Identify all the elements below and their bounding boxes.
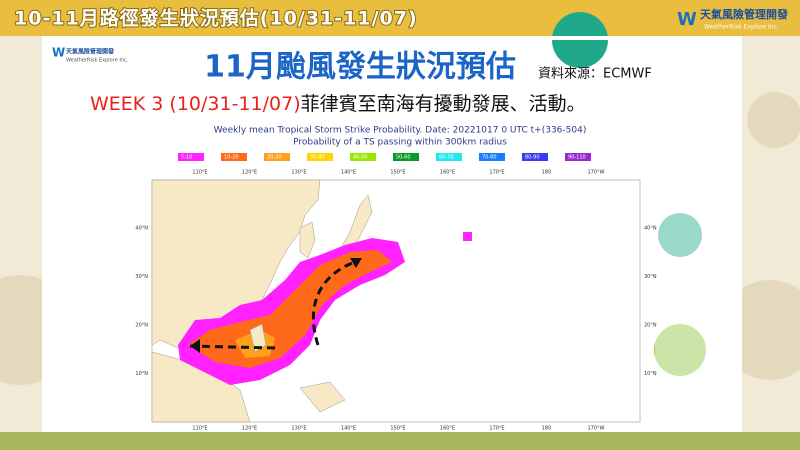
lon-label: 110°E — [192, 170, 207, 176]
decor — [655, 180, 742, 430]
lon-label: 160°E — [440, 426, 455, 432]
legend-swatch — [221, 153, 247, 161]
legend-swatch — [307, 153, 333, 161]
map — [151, 179, 641, 423]
lon-label: 130°E — [291, 426, 306, 432]
legend-swatch — [522, 153, 548, 161]
header-logo-subtitle: WeatherRisk Explore Inc. — [704, 24, 779, 31]
lon-label: 170°W — [588, 170, 605, 176]
lon-label: 120°E — [242, 426, 257, 432]
map-subtitle: Probability of a TS passing within 300km… — [293, 138, 507, 148]
week-label: WEEK 3 (10/31-11/07) — [90, 93, 301, 115]
slide-logo-subtitle: WeatherRisk Explore Inc. — [66, 58, 129, 64]
legend-label: 20-30 — [267, 155, 282, 161]
legend-swatch — [350, 153, 376, 161]
lat-label: 10°N — [644, 371, 657, 377]
legend-label: 10-20 — [224, 155, 239, 161]
legend-swatch — [264, 153, 290, 161]
week-text: 菲律賓至南海有擾動發展、活動。 — [301, 93, 586, 115]
header-bar — [0, 0, 800, 36]
lat-label: 40°N — [644, 226, 657, 232]
axis-labels: 110°E 110°E 120°E 120°E 130°E 130°E 140°E 140°E… — [135, 170, 656, 432]
lat-label: 20°N — [135, 323, 148, 329]
legend-swatch — [565, 153, 591, 161]
slide-logo-mark: W — [52, 46, 65, 60]
legend-swatch — [178, 153, 204, 161]
legend-label: 40-50 — [353, 155, 368, 161]
lat-label: 20°N — [644, 323, 657, 329]
track-arrow — [189, 344, 276, 350]
lon-label: 140°E — [341, 426, 356, 432]
legend-swatch — [436, 153, 462, 161]
lon-label: 150°E — [390, 426, 405, 432]
lon-label: 170°E — [489, 426, 504, 432]
decor — [747, 92, 800, 148]
probability-5-10 — [463, 232, 472, 241]
arrowhead — [350, 258, 362, 268]
legend-label: 30-40 — [310, 155, 325, 161]
footer-bar — [0, 432, 800, 450]
header-logo-name: 天氣風險管理開發 — [700, 7, 789, 21]
lat-label: 10°N — [135, 371, 148, 377]
land — [299, 221, 316, 259]
legend-swatch — [393, 153, 419, 161]
map-title: Weekly mean Tropical Storm Strike Probab… — [214, 126, 587, 136]
land — [299, 381, 346, 413]
header-title: 10-11月路徑發生狀況預估(10/31-11/07) — [14, 7, 418, 30]
slide-title: 11月颱風發生狀況預估 — [204, 50, 516, 85]
lat-label: 30°N — [644, 274, 657, 280]
legend-label: 90-110 — [568, 155, 586, 161]
lat-label: 30°N — [135, 274, 148, 280]
legend-label: 5-10 — [181, 155, 192, 161]
decor — [540, 36, 620, 40]
legend: 5-10 10-20 20-30 30-40 40-50 50-60 60-70 70-80 8… — [178, 153, 591, 161]
legend-label: 60-70 — [439, 155, 454, 161]
arrowhead — [190, 339, 200, 353]
source: 資料來源：ECMWF — [538, 67, 652, 82]
lon-label: 170°W — [588, 426, 605, 432]
lon-label: 120°E — [242, 170, 257, 176]
legend-swatch — [479, 153, 505, 161]
lon-label: 180 — [542, 170, 552, 176]
lon-label: 140°E — [341, 170, 356, 176]
lon-label: 180 — [542, 426, 552, 432]
lat-label: 40°N — [135, 226, 148, 232]
legend-label: 50-60 — [396, 155, 411, 161]
land — [249, 323, 267, 353]
slide-logo-name: 天氣風險管理開發 — [66, 48, 115, 56]
lon-label: 170°E — [489, 170, 504, 176]
lon-label: 110°E — [192, 426, 207, 432]
legend-label: 70-80 — [482, 155, 497, 161]
legend-label: 80-90 — [525, 155, 540, 161]
lon-label: 130°E — [291, 170, 306, 176]
lon-label: 160°E — [440, 170, 455, 176]
header-logo-mark: W — [677, 9, 697, 30]
lon-label: 150°E — [390, 170, 405, 176]
week-line: WEEK 3 (10/31-11/07)菲律賓至南海有擾動發展、活動。 — [90, 93, 586, 115]
land — [151, 179, 321, 349]
track-arrow — [311, 260, 356, 346]
